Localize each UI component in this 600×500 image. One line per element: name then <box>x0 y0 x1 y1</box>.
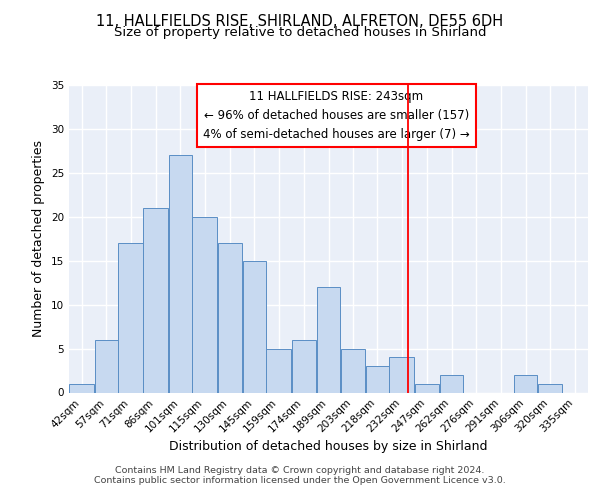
Bar <box>143 208 168 392</box>
Bar <box>69 384 94 392</box>
Bar <box>514 375 537 392</box>
Text: 11 HALLFIELDS RISE: 243sqm
← 96% of detached houses are smaller (157)
4% of semi: 11 HALLFIELDS RISE: 243sqm ← 96% of deta… <box>203 90 470 140</box>
Bar <box>218 243 242 392</box>
Bar <box>169 156 192 392</box>
Y-axis label: Number of detached properties: Number of detached properties <box>32 140 46 337</box>
Bar <box>341 348 365 393</box>
Bar <box>317 287 340 393</box>
Bar <box>538 384 562 392</box>
Bar <box>366 366 389 392</box>
Bar <box>415 384 439 392</box>
Bar <box>95 340 118 392</box>
Bar <box>243 260 266 392</box>
Text: 11, HALLFIELDS RISE, SHIRLAND, ALFRETON, DE55 6DH: 11, HALLFIELDS RISE, SHIRLAND, ALFRETON,… <box>97 14 503 29</box>
Text: Contains HM Land Registry data © Crown copyright and database right 2024.: Contains HM Land Registry data © Crown c… <box>115 466 485 475</box>
Bar <box>440 375 463 392</box>
Bar <box>266 348 291 393</box>
X-axis label: Distribution of detached houses by size in Shirland: Distribution of detached houses by size … <box>169 440 488 453</box>
Bar <box>292 340 316 392</box>
Bar <box>118 243 143 392</box>
Bar <box>389 358 414 392</box>
Bar <box>192 217 217 392</box>
Text: Contains public sector information licensed under the Open Government Licence v3: Contains public sector information licen… <box>94 476 506 485</box>
Text: Size of property relative to detached houses in Shirland: Size of property relative to detached ho… <box>114 26 486 39</box>
